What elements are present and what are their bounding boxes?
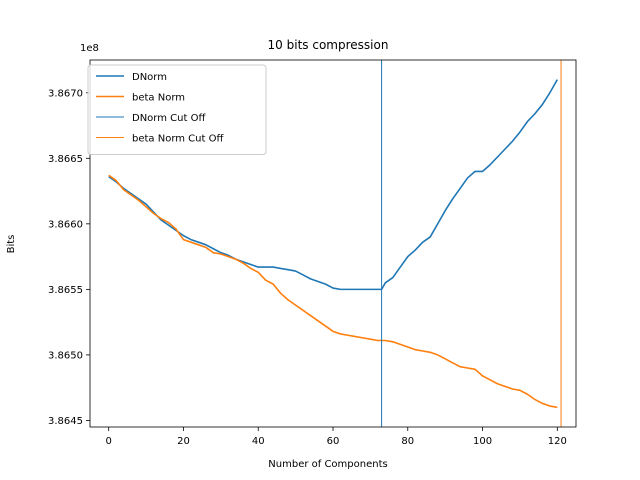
y-axis-label: Bits	[6, 235, 17, 254]
legend: DNorm beta Norm DNorm Cut Off beta Norm Cut…	[87, 64, 267, 155]
x-tick-label-2: 40	[252, 436, 265, 447]
series-line-0	[108, 79, 559, 291]
y-tick-label-3: 3.8660	[48, 219, 83, 230]
y-offset-label: 1e8	[80, 43, 99, 54]
x-tick-label-3: 60	[327, 436, 340, 447]
legend-box	[87, 64, 267, 155]
chart-title: 10 bits compression	[268, 38, 389, 52]
series-line-1	[108, 174, 558, 409]
y-tick-label-5: 3.8670	[48, 88, 83, 99]
legend-label-0: DNorm	[132, 72, 167, 83]
y-tick-label-1: 3.8650	[48, 350, 83, 361]
legend-label-2: DNorm Cut Off	[132, 113, 206, 124]
y-tick-label-4: 3.8665	[48, 154, 83, 165]
x-axis-label: Number of Components	[268, 459, 387, 470]
x-tick-label-4: 80	[401, 436, 414, 447]
y-tick-label-2: 3.8655	[48, 285, 83, 296]
legend-label-3: beta Norm Cut Off	[132, 134, 224, 145]
y-tick-label-0: 3.8645	[48, 416, 83, 427]
x-tick-label-1: 20	[177, 436, 190, 447]
x-tick-label-5: 100	[473, 436, 492, 447]
x-tick-label-0: 0	[106, 436, 112, 447]
x-tick-label-6: 120	[548, 436, 567, 447]
plot-area: 0 20 40 60 80 100 120 3.8645 3.8650 3.8655 3.8660 3…	[48, 59, 577, 447]
legend-label-1: beta Norm	[132, 93, 185, 104]
